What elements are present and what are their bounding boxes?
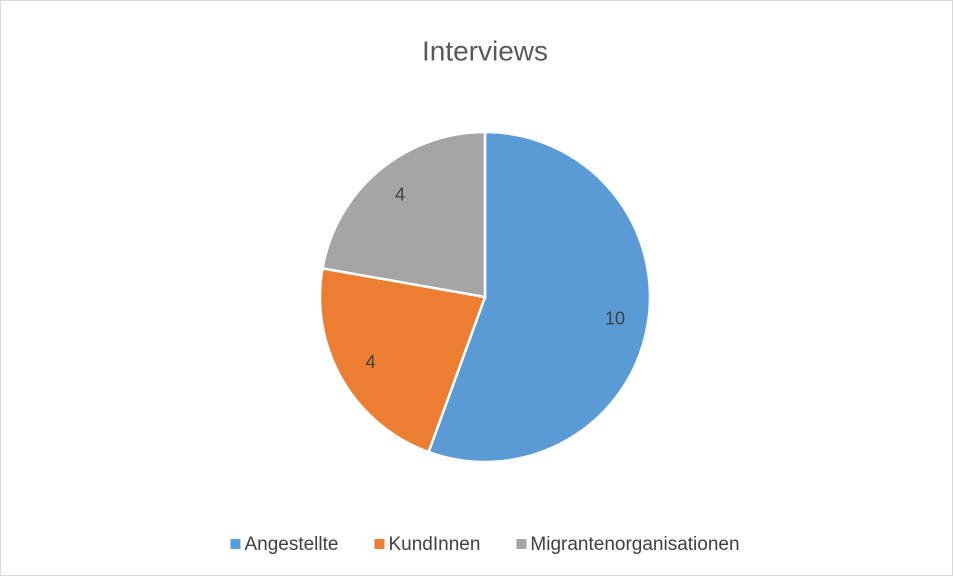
- pie-slice: [318, 266, 487, 454]
- data-label: 4: [366, 352, 376, 372]
- legend-swatch: [516, 539, 527, 549]
- legend-label: Migrantenorganisationen: [530, 534, 739, 555]
- chart-title: Interviews: [422, 35, 548, 66]
- pie-slice: [426, 130, 652, 464]
- pie-slice: [321, 130, 487, 299]
- data-label: 10: [605, 309, 625, 329]
- data-label: 4: [395, 185, 405, 205]
- legend-swatch: [230, 539, 241, 549]
- legend-swatch: [374, 539, 385, 549]
- legend-label: Angestellte: [244, 534, 338, 555]
- legend-label: KundInnen: [388, 534, 480, 555]
